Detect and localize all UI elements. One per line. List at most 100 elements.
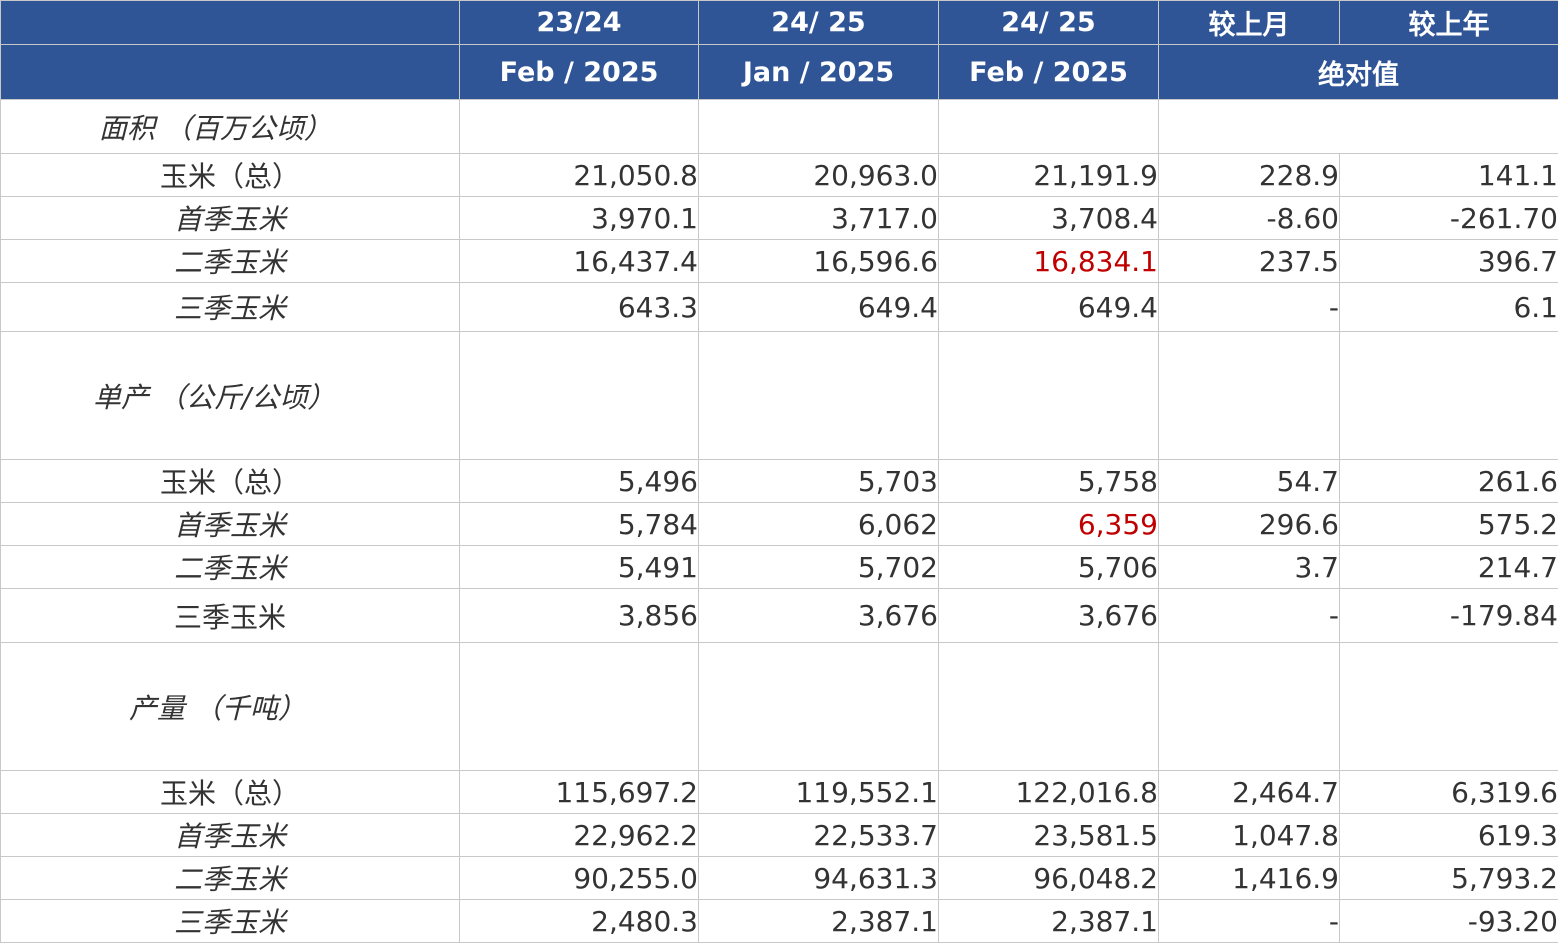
cell-value: 23,581.5	[938, 813, 1159, 857]
cell-value-highlight: 6,359	[938, 502, 1159, 546]
row-label: 首季玉米	[0, 502, 460, 546]
cell-value: 3.7	[1158, 545, 1340, 589]
cell-value: -8.60	[1158, 196, 1340, 240]
table-row: 首季玉米 3,970.1 3,717.0 3,708.4 -8.60 -261.…	[0, 196, 1558, 240]
cell-value: 141.1	[1339, 153, 1558, 197]
row-label: 首季玉米	[0, 196, 460, 240]
cell-value: -179.84	[1339, 588, 1558, 643]
table-row: 玉米（总） 21,050.8 20,963.0 21,191.9 228.9 1…	[0, 153, 1558, 197]
table-row: 三季玉米 643.3 649.4 649.4 - 6.1	[0, 282, 1558, 332]
row-label: 玉米（总）	[0, 153, 460, 197]
row-label: 三季玉米	[0, 282, 460, 332]
cell-value: 1,416.9	[1158, 856, 1340, 900]
cell-value: -	[1158, 588, 1340, 643]
header-vs-last-year: 较上年	[1339, 0, 1558, 45]
cell-value: 296.6	[1158, 502, 1340, 546]
table-row: 玉米（总） 115,697.2 119,552.1 122,016.8 2,46…	[0, 770, 1558, 814]
cell-value: 20,963.0	[698, 153, 939, 197]
cell-value: 3,676	[938, 588, 1159, 643]
table-row: 首季玉米 22,962.2 22,533.7 23,581.5 1,047.8 …	[0, 813, 1558, 857]
cell-value: 94,631.3	[698, 856, 939, 900]
cell-value: 22,533.7	[698, 813, 939, 857]
cell-value-highlight: 16,834.1	[938, 239, 1159, 283]
cell-value: 643.3	[459, 282, 699, 332]
table-row: 三季玉米 3,856 3,676 3,676 - -179.84	[0, 588, 1558, 643]
cell-value: 5,758	[938, 459, 1159, 503]
section-title-yield: 单产 （公斤/公顷）	[0, 331, 460, 460]
cell-value: -93.20	[1339, 899, 1558, 943]
cell-value: 575.2	[1339, 502, 1558, 546]
header-season-2425-jan: 24/ 25	[698, 0, 939, 45]
cell-value: 16,437.4	[459, 239, 699, 283]
section-title-production: 产量 （千吨）	[0, 642, 460, 771]
header-absolute-value: 绝对值	[1158, 44, 1558, 100]
cell-value: 90,255.0	[459, 856, 699, 900]
cell-value: 2,387.1	[938, 899, 1159, 943]
cell-value: 22,962.2	[459, 813, 699, 857]
row-label: 玉米（总）	[0, 459, 460, 503]
table-row: 首季玉米 5,784 6,062 6,359 296.6 575.2	[0, 502, 1558, 546]
cell-value: -261.70	[1339, 196, 1558, 240]
table-row: 二季玉米 5,491 5,702 5,706 3.7 214.7	[0, 545, 1558, 589]
cell-value: 3,970.1	[459, 196, 699, 240]
cell-value: 2,387.1	[698, 899, 939, 943]
header-vs-last-month: 较上月	[1158, 0, 1340, 45]
table-row: 二季玉米 16,437.4 16,596.6 16,834.1 237.5 39…	[0, 239, 1558, 283]
cell-value: 396.7	[1339, 239, 1558, 283]
cell-value: 6.1	[1339, 282, 1558, 332]
row-label: 玉米（总）	[0, 770, 460, 814]
cell-value: 6,062	[698, 502, 939, 546]
row-label: 二季玉米	[0, 856, 460, 900]
cell-value: 214.7	[1339, 545, 1558, 589]
header-date-1: Feb / 2025	[459, 44, 699, 100]
header-corner-2	[0, 44, 460, 100]
header-date-3: Feb / 2025	[938, 44, 1159, 100]
cell-value: 119,552.1	[698, 770, 939, 814]
cell-value: 5,496	[459, 459, 699, 503]
row-label: 首季玉米	[0, 813, 460, 857]
cell-value: 237.5	[1158, 239, 1340, 283]
row-label: 二季玉米	[0, 239, 460, 283]
cell-value: 3,856	[459, 588, 699, 643]
cell-value: 5,491	[459, 545, 699, 589]
cell-value: -	[1158, 282, 1340, 332]
header-season-2425-feb: 24/ 25	[938, 0, 1159, 45]
table-row: 二季玉米 90,255.0 94,631.3 96,048.2 1,416.9 …	[0, 856, 1558, 900]
header-season-2324: 23/24	[459, 0, 699, 45]
cell-value: 96,048.2	[938, 856, 1159, 900]
header-date-2: Jan / 2025	[698, 44, 939, 100]
cell-value: 5,702	[698, 545, 939, 589]
cell-value: 3,717.0	[698, 196, 939, 240]
cell-value: 3,708.4	[938, 196, 1159, 240]
cell-value: 2,480.3	[459, 899, 699, 943]
cell-value: 619.3	[1339, 813, 1558, 857]
cell-value: 3,676	[698, 588, 939, 643]
cell-value: 5,706	[938, 545, 1159, 589]
section-row-yield: 单产 （公斤/公顷）	[0, 331, 1558, 460]
cell-value: 1,047.8	[1158, 813, 1340, 857]
header-corner	[0, 0, 460, 45]
table-row: 玉米（总） 5,496 5,703 5,758 54.7 261.6	[0, 459, 1558, 503]
cell-value: 21,191.9	[938, 153, 1159, 197]
cell-value: 228.9	[1158, 153, 1340, 197]
row-label: 二季玉米	[0, 545, 460, 589]
cell-value: -	[1158, 899, 1340, 943]
table-row: 三季玉米 2,480.3 2,387.1 2,387.1 - -93.20	[0, 899, 1558, 943]
cell-value: 261.6	[1339, 459, 1558, 503]
section-title-area: 面积 （百万公顷）	[0, 99, 460, 154]
cell-value: 21,050.8	[459, 153, 699, 197]
cell-value: 649.4	[938, 282, 1159, 332]
section-row-production: 产量 （千吨）	[0, 642, 1558, 771]
cell-value: 16,596.6	[698, 239, 939, 283]
header-row-seasons: 23/24 24/ 25 24/ 25 较上月 较上年	[0, 0, 1558, 45]
cell-value: 649.4	[698, 282, 939, 332]
cell-value: 2,464.7	[1158, 770, 1340, 814]
cell-value: 54.7	[1158, 459, 1340, 503]
header-row-dates: Feb / 2025 Jan / 2025 Feb / 2025 绝对值	[0, 44, 1558, 100]
cell-value: 5,784	[459, 502, 699, 546]
cell-value: 5,793.2	[1339, 856, 1558, 900]
cell-value: 115,697.2	[459, 770, 699, 814]
cell-value: 5,703	[698, 459, 939, 503]
row-label: 三季玉米	[0, 588, 460, 643]
